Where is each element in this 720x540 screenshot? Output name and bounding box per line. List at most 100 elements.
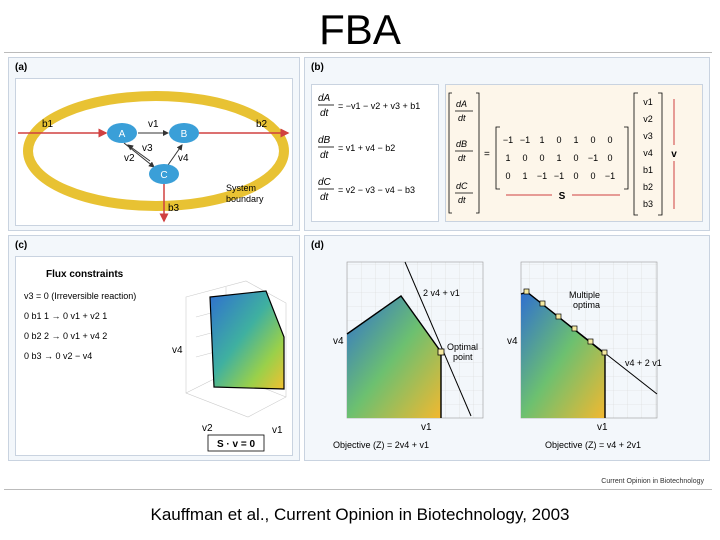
panel-b-matrix: dA dt dB dt dC dt = −1 −1 1 0 1 0 0 1 0 0 1 0 −1 0 0 1−…	[445, 84, 703, 222]
deriv-a-num: dA	[456, 99, 467, 109]
panel-b-label: (b)	[311, 62, 324, 73]
flux-vector-entry: b2	[643, 182, 653, 192]
flux-v4-arrow	[167, 144, 183, 166]
matrix-cell: 0	[607, 153, 612, 163]
matrix-cell: 0	[590, 171, 595, 181]
flux-vector-entry: b3	[643, 199, 653, 209]
stoichiometric-matrix-eq: dA dt dB dt dC dt = −1 −1 1 0 1 0 01 0 0 1 0 −1 00 1−…	[448, 92, 677, 216]
flux-v2-label: v2	[124, 153, 135, 164]
matrix-cell: 0	[607, 135, 612, 145]
matrix-cell: 1	[522, 171, 527, 181]
axis-v2-label: v2	[202, 423, 213, 434]
flux-vector-entry: b1	[643, 165, 653, 175]
left-objective: Objective (Z) = 2v4 + v1	[333, 440, 429, 450]
flux-v3-label: v3	[142, 143, 153, 154]
flux-vector-entry: v2	[643, 114, 653, 124]
eq2-num: dB	[318, 135, 331, 146]
svg-text:=: =	[484, 149, 490, 160]
eq3-rhs: = v2 − v3 − v4 − b3	[338, 185, 415, 195]
node-b-label: B	[181, 129, 188, 140]
equation-box-text: S · v = 0	[217, 439, 256, 450]
panel-d-label: (d)	[311, 240, 324, 251]
left-line-label: 2 v4 + v1	[423, 288, 460, 298]
matrix-label: S	[559, 191, 566, 202]
panel-a: (a)	[8, 57, 300, 231]
left-point-label-2: point	[453, 352, 473, 362]
deriv-c-den: dt	[458, 195, 466, 205]
flux-vector-cells: v1 v2 v3 v4 b1 b2 b3	[643, 97, 653, 209]
left-ylabel: v4	[333, 336, 344, 347]
citation-caption: Kauffman et al., Current Opinion in Biot…	[150, 505, 570, 524]
left-objective-line	[404, 261, 472, 417]
deriv-b-num: dB	[456, 139, 467, 149]
flux-b1-label: b1	[42, 119, 54, 130]
matrix-cell: −1	[605, 171, 615, 181]
flux-v1-label: v1	[148, 119, 159, 130]
deriv-c-num: dC	[456, 181, 468, 191]
node-a-label: A	[119, 129, 126, 140]
matrix-cell: 0	[590, 135, 595, 145]
matrix-cell: 1	[505, 153, 510, 163]
flux-b3-label: b3	[168, 203, 180, 214]
matrix-cell: 0	[573, 171, 578, 181]
right-xlabel: v1	[597, 422, 608, 433]
panel-a-label: (a)	[15, 62, 28, 73]
eq1-rhs: = −v1 − v2 + v3 + b1	[338, 101, 420, 111]
panel-c-content: Flux constraints v3 = 0 (Irreversible re…	[15, 256, 293, 456]
flux-v3-arrow	[127, 144, 151, 162]
journal-credit: Current Opinion in Biotechnology	[601, 478, 704, 485]
constraint-3: 0 b2 2 → 0 v1 + v4 2	[24, 331, 107, 341]
right-objective: Objective (Z) = v4 + 2v1	[545, 440, 641, 450]
node-a	[107, 123, 137, 143]
right-optima-points	[523, 288, 608, 356]
panel-d: (d) 2 v4 + v1 Optimal point v4	[304, 235, 710, 461]
optimization-plots: 2 v4 + v1 Optimal point v4 v1 Objective …	[333, 261, 662, 450]
matrix-cell: 0	[573, 153, 578, 163]
eq1-den: dt	[320, 108, 330, 119]
axis-v1-label: v1	[272, 425, 283, 436]
panel-c-label: (c)	[15, 240, 28, 251]
right-optima-label-1: Multiple	[569, 290, 600, 300]
constraint-4: 0 b3 → 0 v2 − v4	[24, 351, 92, 361]
constraint-2: 0 b1 1 → 0 v1 + v2 1	[24, 311, 107, 321]
flux-b2-label: b2	[256, 119, 268, 130]
constraint-1: v3 = 0 (Irreversible reaction)	[24, 291, 136, 301]
matrix-cell: 0	[505, 171, 510, 181]
matrix-cell: −1	[588, 153, 598, 163]
matrix-cells: −1 −1 1 0 1 0 0 1 0 0 1 0 −1 0 0 1 −1 −1 0 0 −1	[503, 135, 615, 181]
right-ylabel: v4	[507, 336, 518, 347]
eq2-rhs: = v1 + v4 − b2	[338, 143, 395, 153]
boundary-label-line1: System	[226, 183, 256, 193]
left-point-label-1: Optimal	[447, 342, 478, 352]
node-c	[149, 164, 179, 184]
flux-vector-entry: v4	[643, 148, 653, 158]
matrix-cell: −1	[537, 171, 547, 181]
matrix-cell: −1	[520, 135, 530, 145]
right-line-label: v4 + 2 v1	[625, 358, 662, 368]
eq1-num: dA	[318, 93, 331, 104]
panel-b-equations: dA dt = −v1 − v2 + v3 + b1 dB dt = v1 + …	[311, 84, 439, 222]
panel-c: (c) Flux constraints v3 = 0 (Irreversibl…	[8, 235, 300, 461]
node-c-label: C	[160, 170, 167, 181]
eq2-den: dt	[320, 150, 330, 161]
matrix-cell: 0	[522, 153, 527, 163]
eq3-den: dt	[320, 192, 330, 203]
node-b	[169, 123, 199, 143]
matrix-cell: −1	[554, 171, 564, 181]
constraints-heading: Flux constraints	[46, 269, 124, 280]
left-xlabel: v1	[421, 422, 432, 433]
matrix-cell: 1	[556, 153, 561, 163]
figure: (a)	[4, 52, 712, 490]
equation-box	[207, 434, 265, 452]
left-optimal-point	[437, 348, 445, 356]
matrix-cell: 0	[556, 135, 561, 145]
network-diagram: A B C b1 b2 b3 v1 v2 v3 v4 System bounda…	[18, 91, 290, 223]
matrix-cell: 0	[539, 153, 544, 163]
left-feasible-region	[347, 296, 441, 418]
matrix-cell: 1	[573, 135, 578, 145]
flux-v4-label: v4	[178, 153, 189, 164]
slide-title: FBA	[319, 6, 401, 53]
solution-space-polytope	[209, 290, 285, 390]
matrix-cell: −1	[503, 135, 513, 145]
flux-vector-entry: v3	[643, 131, 653, 141]
